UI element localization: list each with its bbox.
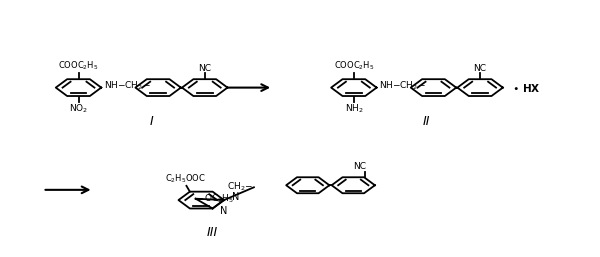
Text: N: N — [232, 192, 239, 202]
Text: CH$_2$$-$: CH$_2$$-$ — [227, 180, 253, 193]
Text: NO$_2$: NO$_2$ — [69, 103, 88, 115]
Text: NH$-$CH$_2$$-$: NH$-$CH$_2$$-$ — [104, 80, 150, 93]
Text: I: I — [149, 115, 153, 128]
Text: $\bullet$ HX: $\bullet$ HX — [512, 82, 541, 94]
Text: COOC$_2$H$_5$: COOC$_2$H$_5$ — [58, 60, 99, 72]
Text: II: II — [423, 115, 430, 128]
Text: N: N — [220, 206, 228, 216]
Text: NH$_2$: NH$_2$ — [344, 103, 363, 115]
Text: OC$_2$H$_5$: OC$_2$H$_5$ — [203, 192, 233, 205]
Text: III: III — [207, 226, 218, 239]
Text: NH$-$CH$_2$$-$: NH$-$CH$_2$$-$ — [379, 80, 425, 93]
Text: NC: NC — [353, 161, 365, 171]
Text: COOC$_2$H$_5$: COOC$_2$H$_5$ — [334, 60, 374, 72]
Text: C$_2$H$_5$OOC: C$_2$H$_5$OOC — [165, 173, 206, 185]
Text: NC: NC — [473, 63, 487, 72]
Text: NC: NC — [198, 63, 211, 72]
